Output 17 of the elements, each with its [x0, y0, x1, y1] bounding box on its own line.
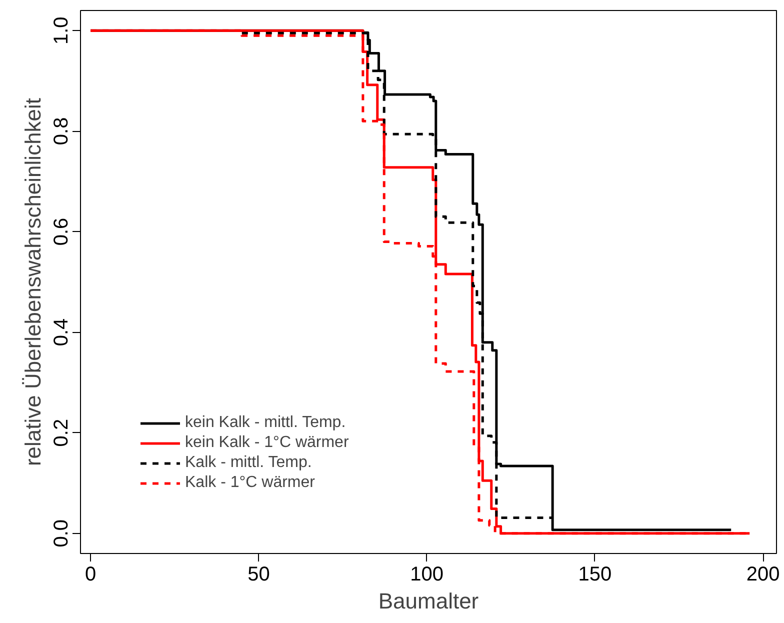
x-tick-label: 150	[578, 564, 612, 586]
y-tick-label: 0.2	[50, 418, 72, 447]
legend-label: Kalk - 1°C wärmer	[185, 474, 315, 492]
legend-label: Kalk - mittl. Temp.	[185, 454, 312, 472]
x-tick-label: 100	[410, 564, 444, 586]
y-axis-title: relative Überlebenswahrscheinlichkeit	[20, 98, 46, 466]
x-tick-label: 50	[248, 564, 270, 586]
y-tick-label: 0.6	[50, 218, 72, 246]
y-tick-label: 0.8	[50, 117, 72, 146]
y-tick-label: 0.0	[50, 519, 72, 548]
x-tick-label: 200	[746, 564, 780, 586]
legend-label: kein Kalk - 1°C wärmer	[185, 434, 349, 452]
legend-label: kein Kalk - mittl. Temp.	[185, 414, 346, 432]
y-tick-label: 0.4	[50, 318, 72, 346]
x-tick-label: 0	[85, 564, 96, 586]
x-axis-title: Baumalter	[378, 588, 479, 614]
y-tick-label: 1.0	[50, 16, 72, 45]
